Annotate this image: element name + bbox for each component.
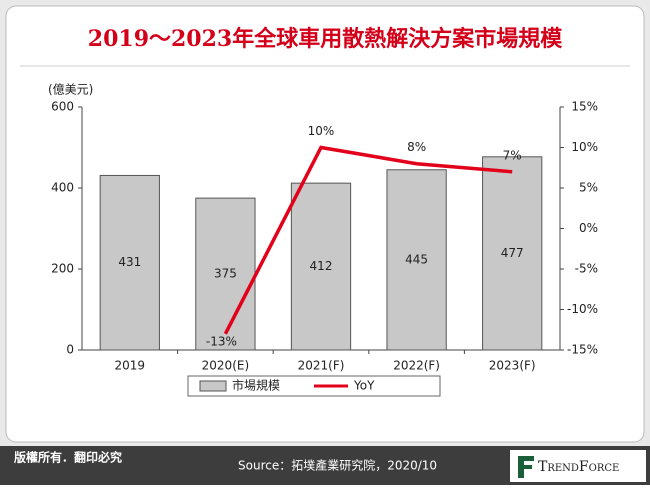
source: Source：拓墣產業研究院，2020/10 [238, 458, 437, 473]
y2-tick-label: 5% [579, 181, 598, 195]
x-tick-label: 2022(F) [393, 359, 440, 373]
line-label: 10% [308, 124, 335, 138]
y2-tick-label: -10% [567, 302, 598, 316]
brand: TrendForce [538, 459, 619, 475]
copyright: 版權所有．翻印必究 [14, 450, 122, 465]
y-tick-label: 0 [66, 343, 74, 357]
x-tick-label: 2023(F) [489, 359, 536, 373]
y2-tick-label: -5% [575, 262, 598, 276]
x-tick-label: 2020(E) [202, 359, 249, 373]
bar [290, 182, 352, 351]
bar-label: 412 [310, 259, 333, 273]
x-tick-label: 2019 [115, 359, 146, 373]
bar-label: 477 [501, 246, 524, 260]
legend-label: YoY [353, 379, 375, 393]
bar-label: 445 [405, 252, 428, 266]
y2-tick-label: 15% [571, 100, 598, 114]
chart-title: 2019～2023年全球車用散熱解決方案市場規模 [88, 26, 563, 52]
bar-label: 431 [118, 255, 141, 269]
y2-tick-label: 10% [571, 140, 598, 154]
x-tick-label: 2021(F) [298, 359, 345, 373]
y-tick-label: 400 [51, 181, 74, 195]
bar [99, 174, 160, 351]
bar [386, 169, 447, 351]
bar-label: 375 [214, 267, 237, 281]
y-tick-label: 200 [51, 262, 74, 276]
line-label: -13% [206, 334, 237, 348]
line [223, 145, 513, 335]
legend-label: 市場規模 [232, 378, 280, 393]
line-label: 7% [503, 148, 522, 162]
y2-tick-label: 0% [579, 221, 598, 235]
y2-tick-label: -15% [567, 343, 598, 357]
legend-swatch [199, 380, 227, 392]
logo-box [510, 450, 646, 482]
logo-icon [518, 456, 534, 478]
y-axis-label: (億美元) [48, 83, 93, 97]
bar [482, 156, 543, 351]
line-label: 8% [407, 140, 426, 154]
bar [195, 197, 256, 351]
y-tick-label: 600 [51, 100, 74, 114]
